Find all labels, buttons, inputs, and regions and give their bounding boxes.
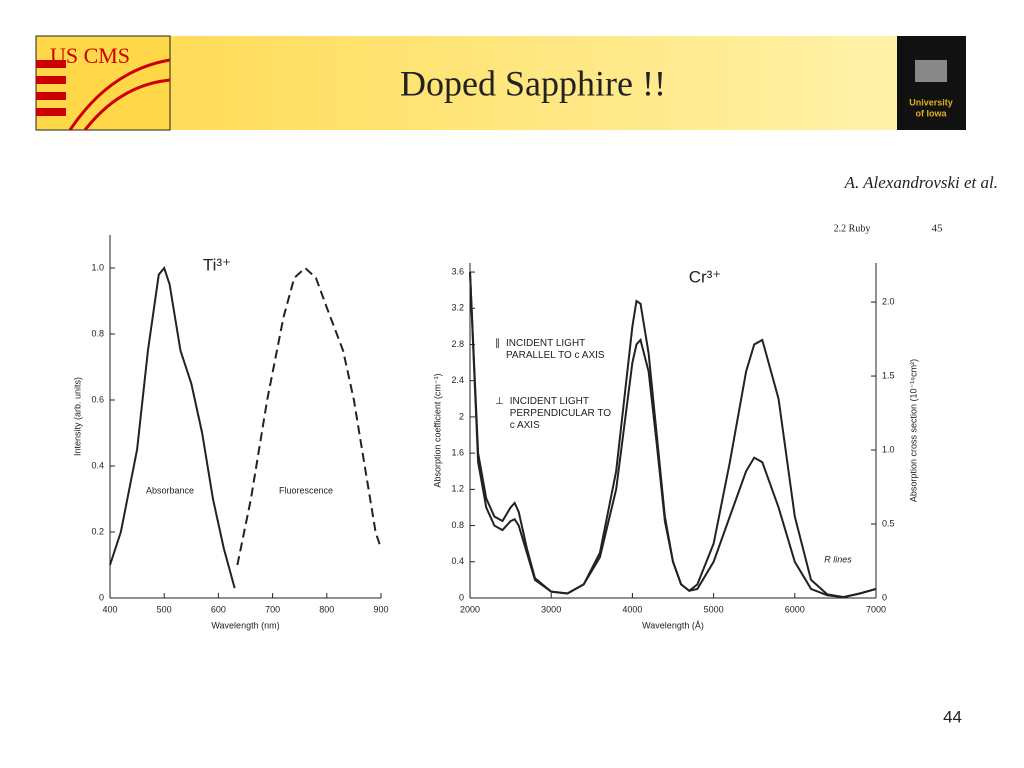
x-tick-label: 6000 [785,604,805,614]
series-line [469,272,877,599]
legend-item: ⊥ INCIDENT LIGHT PERPENDICULAR TO c AXIS [495,396,615,432]
series-line [109,265,236,589]
y2-tick-label: 1.5 [882,370,895,380]
title-band [36,36,966,130]
y-tick-label: 0.8 [91,328,104,338]
y-tick-label: 1.6 [451,448,464,458]
legend-text: INCIDENT LIGHT PERPENDICULAR TO c AXIS [509,396,612,431]
y-axis-label: Intensity (arb. units) [72,377,82,456]
y-tick-label: 0 [459,592,464,602]
x-tick-label: 2000 [460,604,480,614]
x-tick-label: 3000 [541,604,561,614]
y-tick-label: 0.4 [451,556,464,566]
y-tick-label: 3.6 [451,266,464,276]
y-tick-label: 2.8 [451,339,464,349]
legend-symbol: ∥ [495,338,500,349]
legend-text: INCIDENT LIGHT PARALLEL TO c AXIS [506,338,605,361]
x-axis-label: Wavelength (nm) [211,620,279,630]
legend-item: ∥ INCIDENT LIGHT PARALLEL TO c AXIS [495,338,615,362]
page-number: 44 [943,707,962,726]
y-tick-label: 0.2 [91,526,104,536]
y2-tick-label: 1.0 [882,444,895,454]
y2-tick-label: 0 [882,592,887,602]
series-label: Absorbance [146,485,194,495]
x-tick-label: 4000 [622,604,642,614]
y-tick-label: 0.4 [91,460,104,470]
citation: A. Alexandrovski et al. [844,173,998,192]
y-tick-label: 0.6 [91,394,104,404]
r-lines-label: R lines [824,554,852,564]
logo-text: US CMS [50,43,130,68]
book-page: 45 [932,223,944,235]
series-line [236,266,382,566]
y2-tick-label: 0.5 [882,518,895,528]
logo-stripes [36,58,171,131]
logo-text: of Iowa [916,108,948,118]
y-tick-label: 3.2 [451,303,464,313]
y-tick-label: 0 [99,592,104,602]
y-tick-label: 2.4 [451,375,464,385]
series-label: Fluorescence [279,485,333,495]
y-tick-label: 1.2 [451,484,464,494]
x-tick-label: 7000 [866,604,886,614]
y-axis-label: Absorption coefficient (cm⁻¹) [432,373,442,487]
x-tick-label: 800 [319,604,334,614]
right-logo [897,36,966,130]
x-tick-label: 5000 [704,604,724,614]
series-line [469,272,877,599]
y-tick-label: 2 [459,411,464,421]
x-tick-label: 600 [211,604,226,614]
x-tick-label: 900 [373,604,388,614]
y-tick-label: 0.8 [451,520,464,530]
x-tick-label: 400 [102,604,117,614]
logo-text: University [909,97,953,107]
x-tick-label: 700 [265,604,280,614]
y2-tick-label: 2.0 [882,296,895,306]
y2-axis-label: Absorption cross section (10⁻¹⁹cm²) [908,359,918,502]
book-header: 2.2 Ruby [834,223,871,234]
x-tick-label: 500 [157,604,172,614]
annotation: Ti³⁺ [203,255,231,274]
logo-building [915,60,947,82]
slide-title: Doped Sapphire !! [400,63,666,103]
x-axis-label: Wavelength (Å) [642,620,704,630]
legend-symbol: ⊥ [495,396,504,407]
annotation: Cr³⁺ [689,267,722,286]
y-tick-label: 1.0 [91,262,104,272]
